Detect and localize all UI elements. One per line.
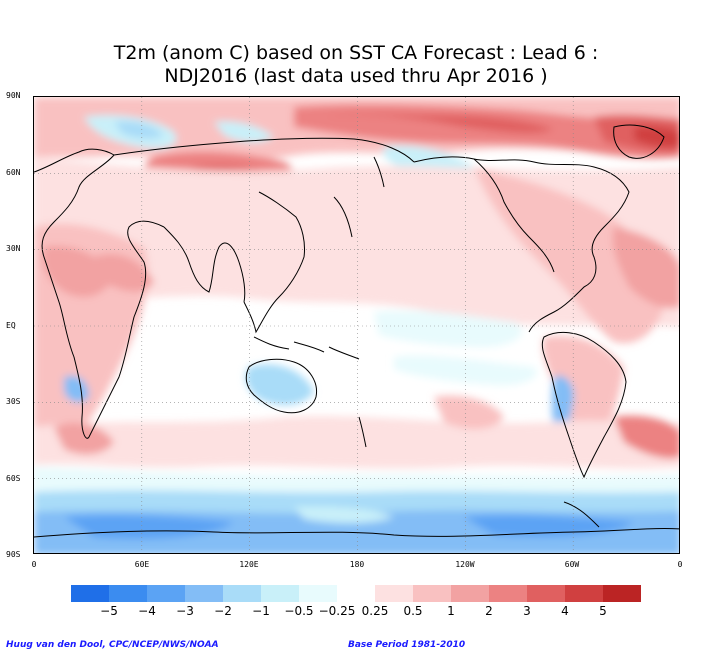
lon-label-0: 0 xyxy=(31,560,37,569)
lon-label-60e: 60E xyxy=(134,560,150,569)
map-title-line-2: NDJ2016 (last data used thru Apr 2016 ) xyxy=(164,65,548,87)
colorbar-segment xyxy=(261,585,299,602)
lat-label-60n: 60N xyxy=(6,168,21,177)
colorbar-label: 1 xyxy=(447,604,455,618)
colorbar-segment xyxy=(109,585,147,602)
colorbar-label: −3 xyxy=(176,604,194,618)
colorbar-label: 0.25 xyxy=(361,604,389,618)
colorbar-segment xyxy=(71,585,109,602)
credit-text: Huug van den Dool, CPC/NCEP/NWS/NOAA xyxy=(6,640,219,650)
base-period-text: Base Period 1981-2010 xyxy=(348,640,466,650)
colorbar-label: −0.25 xyxy=(318,604,356,618)
colorbar-segment xyxy=(603,585,641,602)
colorbar-label: 4 xyxy=(561,604,569,618)
anomaly-shading xyxy=(34,97,679,553)
lat-label-eq: EQ xyxy=(6,321,16,330)
colorbar-label: −1 xyxy=(252,604,270,618)
anomaly-map xyxy=(33,96,680,554)
colorbar-label: −2 xyxy=(214,604,232,618)
coastlines xyxy=(34,124,679,538)
colorbar-label: 5 xyxy=(599,604,607,618)
lat-label-60s: 60S xyxy=(6,474,21,483)
colorbar-segment xyxy=(147,585,185,602)
colorbar-segment xyxy=(223,585,261,602)
lon-label-120e: 120E xyxy=(239,560,259,569)
lat-label-30n: 30N xyxy=(6,244,21,253)
colorbar-segment xyxy=(185,585,223,602)
colorbar-segment xyxy=(565,585,603,602)
colorbar-label: 3 xyxy=(523,604,531,618)
lat-label-90n: 90N xyxy=(6,91,21,100)
lon-label-180: 180 xyxy=(349,560,365,569)
colorbar-segment xyxy=(489,585,527,602)
lon-label-120w: 120W xyxy=(455,560,475,569)
anomaly-map-svg xyxy=(34,97,679,553)
colorbar-segment xyxy=(527,585,565,602)
colorbar-label: 0.5 xyxy=(403,604,423,618)
lat-label-90s: 90S xyxy=(6,550,21,559)
colorbar-segment xyxy=(451,585,489,602)
colorbar-segment xyxy=(413,585,451,602)
lat-label-30s: 30S xyxy=(6,397,21,406)
colorbar-label: −0.5 xyxy=(284,604,314,618)
colorbar-segment xyxy=(337,585,375,602)
lon-label-60w: 60W xyxy=(564,560,580,569)
lon-label-0-right: 0 xyxy=(677,560,683,569)
graticule xyxy=(34,97,679,553)
colorbar-segment xyxy=(299,585,337,602)
colorbar-segment xyxy=(375,585,413,602)
colorbar xyxy=(71,585,641,602)
colorbar-label: −5 xyxy=(100,604,118,618)
map-title-line-1: T2m (anom C) based on SST CA Forecast : … xyxy=(113,42,599,64)
colorbar-label: −4 xyxy=(138,604,156,618)
colorbar-label: 2 xyxy=(485,604,493,618)
